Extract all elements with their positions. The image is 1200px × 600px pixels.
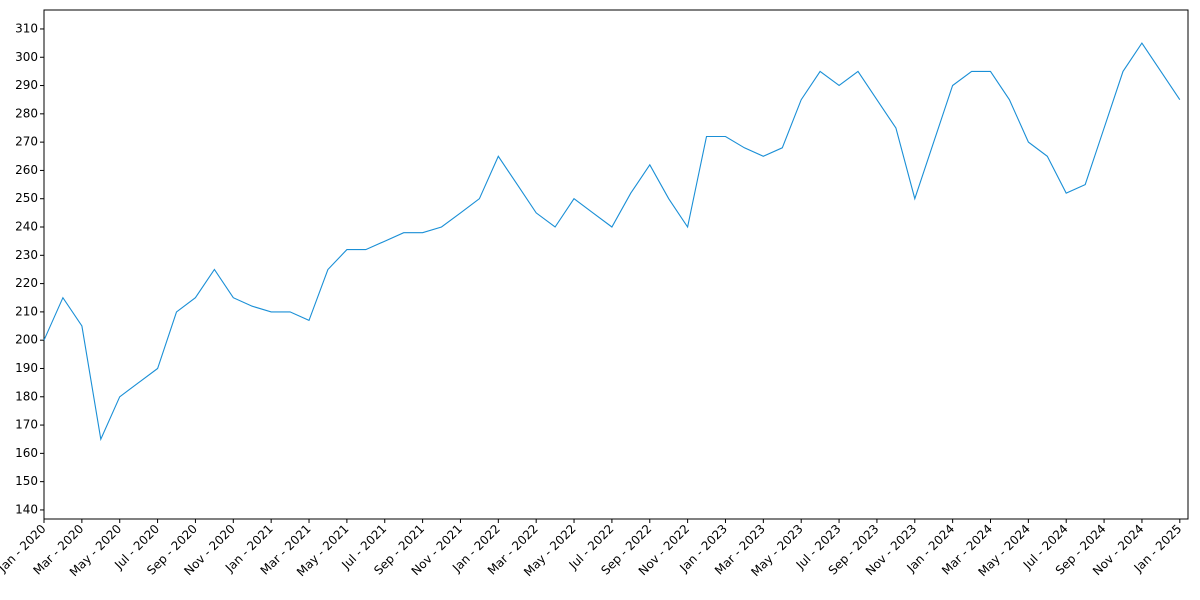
y-tick-label: 220	[15, 276, 38, 290]
y-tick-label: 270	[15, 135, 38, 149]
y-tick-label: 280	[15, 106, 38, 120]
y-tick-label: 180	[15, 389, 38, 403]
y-tick-label: 310	[15, 21, 38, 35]
y-tick-label: 290	[15, 78, 38, 92]
y-tick-label: 190	[15, 361, 38, 375]
data-line	[43, 42, 1181, 442]
y-tick-label: 250	[15, 191, 38, 205]
y-tick-label: 300	[15, 50, 38, 64]
y-tick-label: 260	[15, 163, 38, 177]
y-tick-label: 160	[15, 446, 38, 460]
y-tick-label: 230	[15, 248, 38, 262]
y-tick-label: 140	[15, 502, 38, 516]
y-tick-label: 210	[15, 304, 38, 318]
y-tick-label: 170	[15, 418, 38, 432]
y-tick-label: 200	[15, 333, 38, 347]
y-tick-label: 150	[15, 474, 38, 488]
y-tick-label: 240	[15, 220, 38, 234]
plot-frame	[43, 9, 1189, 520]
